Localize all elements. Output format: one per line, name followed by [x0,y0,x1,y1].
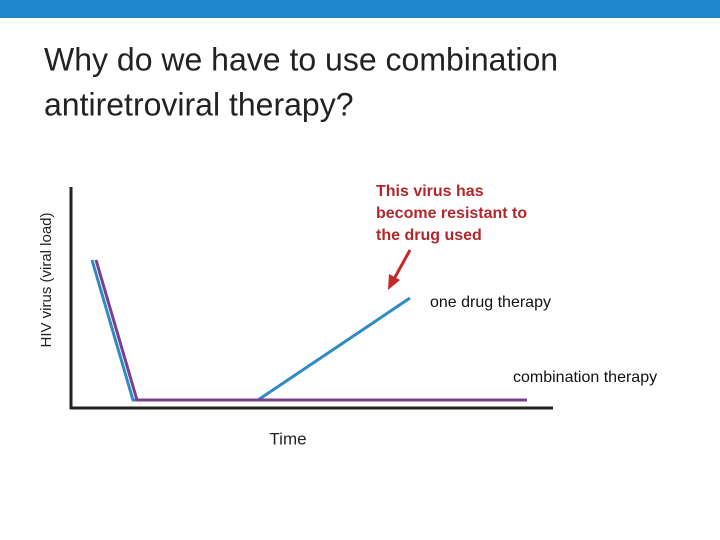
y-axis-label: HIV virus (viral load) [38,212,55,347]
title-line: Why do we have to use combination [44,41,558,77]
combination-curve [94,259,527,402]
x-axis-label: Time [269,429,306,448]
curve-label: one drug therapy [430,294,551,311]
annotation-line: become resistant to [376,205,527,222]
annotation-line: This virus has [376,183,484,200]
title-line: antiretroviral therapy? [44,86,353,122]
top-bar [0,0,720,18]
annotation-arrow [392,249,412,280]
curve-label: combination therapy [513,369,657,386]
annotation-arrowhead [388,274,400,290]
annotation-line: the drug used [376,227,482,244]
